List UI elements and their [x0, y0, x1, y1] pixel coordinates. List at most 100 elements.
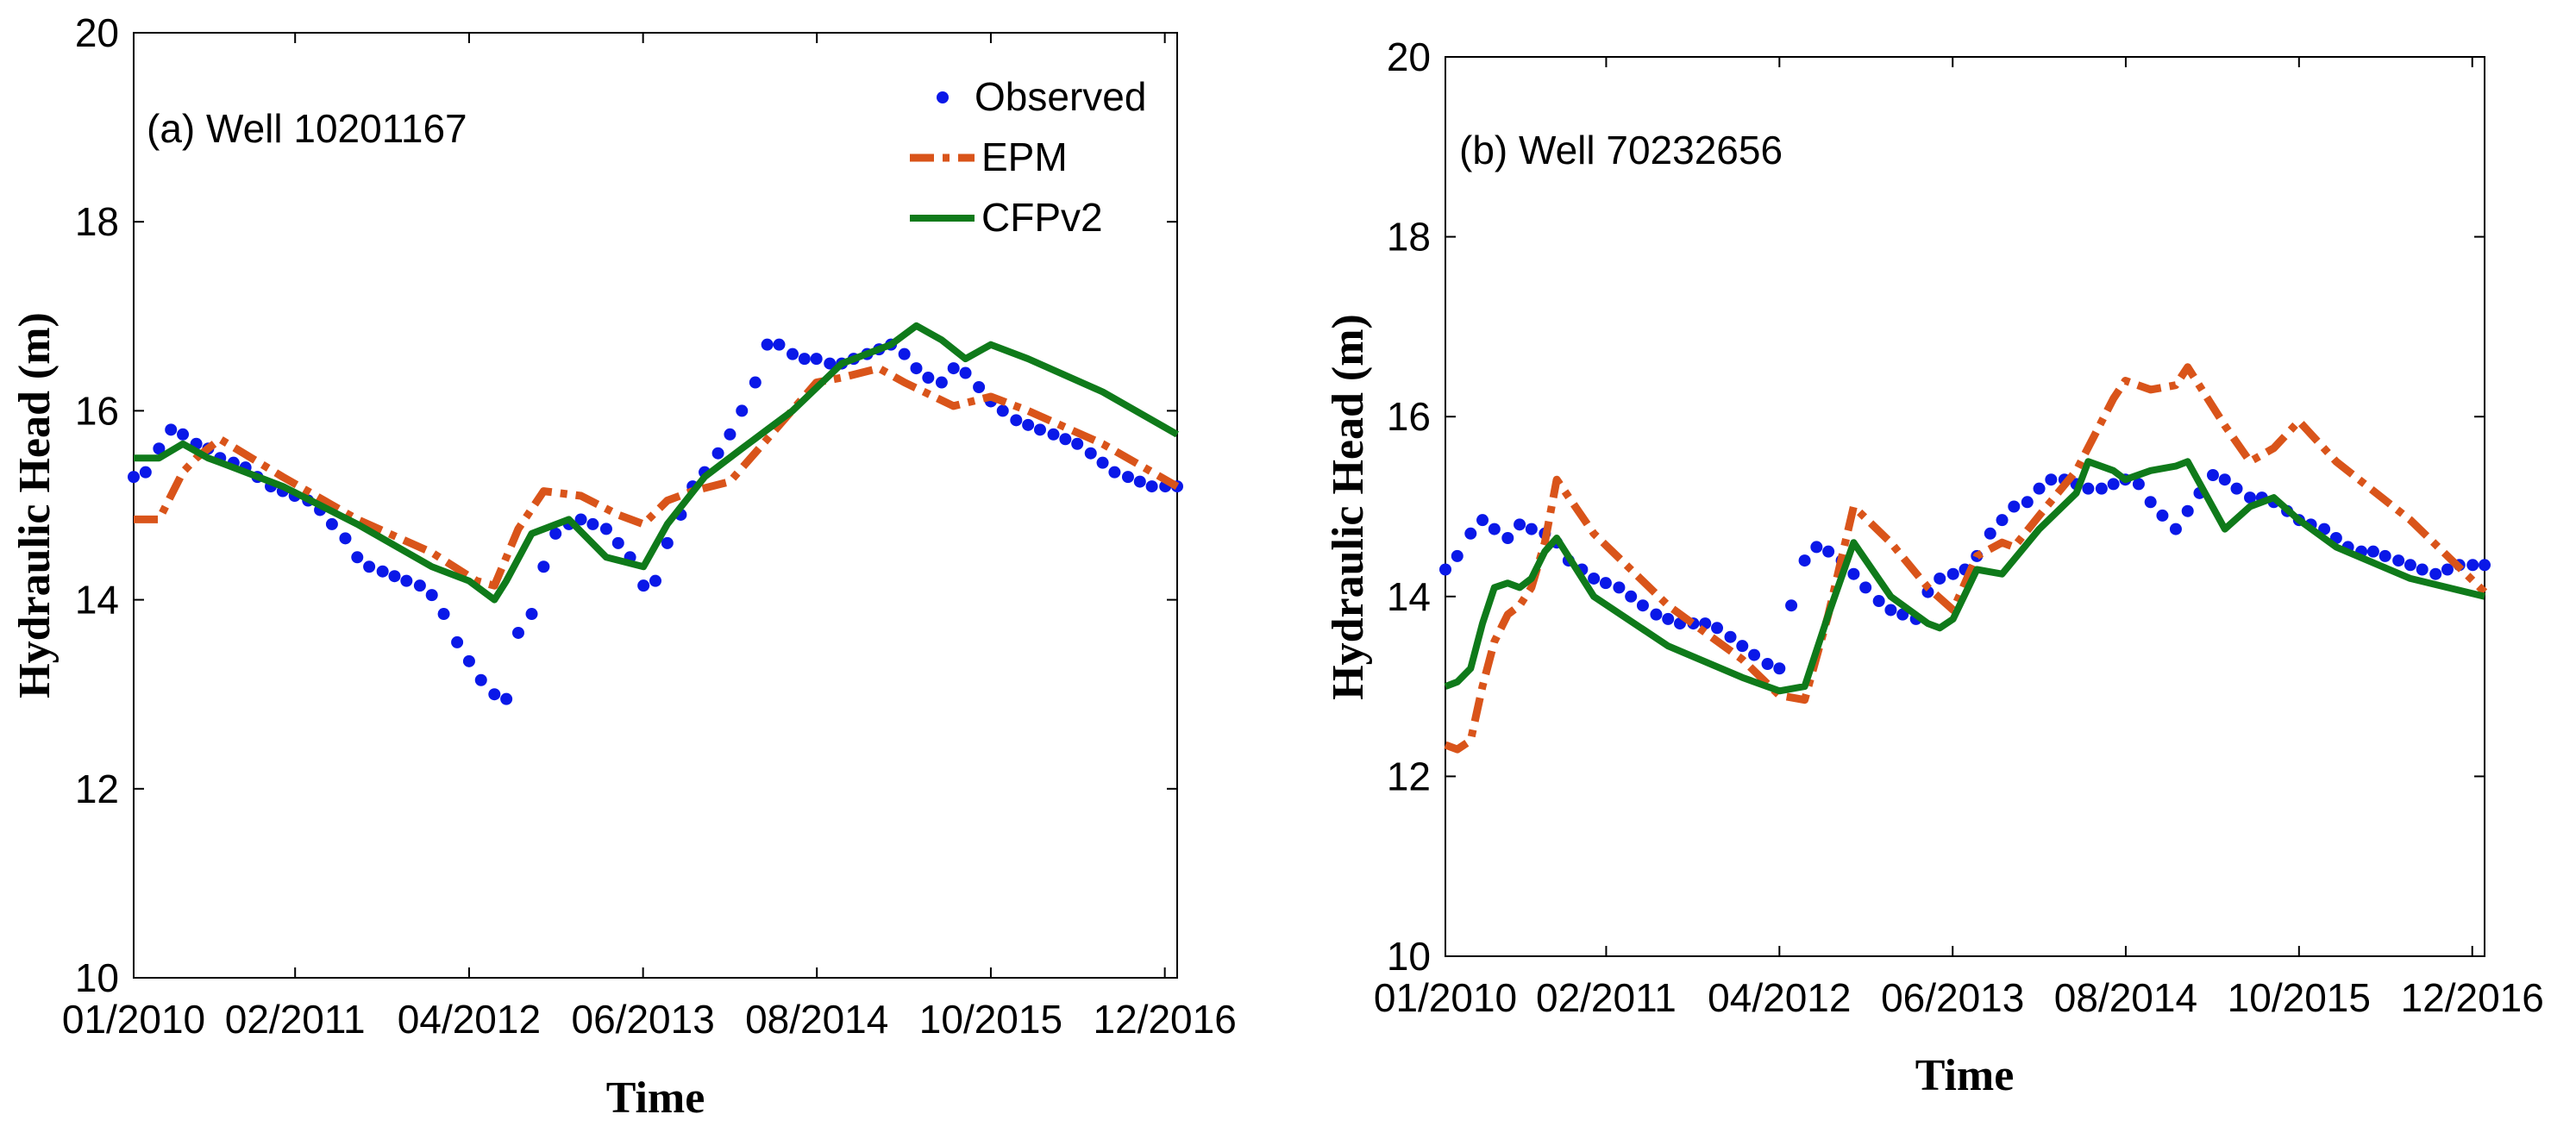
observed-point-b — [2045, 473, 2058, 486]
observed-point-a — [500, 692, 513, 705]
x-tick-label-b: 08/2014 — [2054, 975, 2197, 1020]
observed-point-a — [1133, 475, 1146, 488]
observed-point-a — [1022, 418, 1035, 431]
y-axis-label-a: Hydraulic Head (m) — [10, 312, 60, 698]
observed-point-a — [736, 404, 749, 417]
observed-point-a — [649, 574, 661, 587]
observed-point-b — [1859, 581, 1872, 594]
observed-point-b — [1984, 527, 1996, 540]
y-tick-label-a: 16 — [75, 388, 119, 433]
y-tick-label-b: 20 — [1387, 34, 1431, 79]
observed-point-b — [1636, 599, 1649, 612]
observed-point-a — [973, 381, 986, 393]
observed-point-a — [1096, 456, 1109, 469]
observed-point-b — [1934, 572, 1946, 585]
observed-point-b — [1525, 523, 1538, 535]
y-tick-label-b: 10 — [1387, 934, 1431, 979]
x-tick-label-b: 04/2012 — [1708, 975, 1851, 1020]
observed-point-a — [773, 338, 786, 351]
observed-point-b — [1724, 630, 1737, 643]
observed-point-b — [1810, 541, 1823, 554]
x-tick-label-a: 06/2013 — [572, 997, 715, 1042]
observed-point-a — [574, 513, 587, 526]
observed-point-a — [810, 353, 823, 366]
observed-point-a — [363, 560, 376, 573]
observed-point-a — [1047, 428, 1060, 441]
observed-point-b — [1946, 567, 1959, 580]
x-axis-label-a: Time — [606, 1074, 705, 1123]
observed-point-a — [637, 579, 650, 592]
observed-point-a — [1121, 471, 1134, 484]
panel-b: 10 12 14 16 18 20 01/2010 02/2011 04/2012 06/2013… — [1324, 34, 2544, 1100]
observed-point-b — [2441, 563, 2454, 576]
x-tick-label-b: 02/2011 — [1536, 975, 1677, 1020]
observed-point-a — [586, 517, 599, 530]
x-tick-label-b: 06/2013 — [1881, 975, 2024, 1020]
observed-point-a — [959, 366, 972, 379]
observed-point-a — [910, 362, 923, 375]
observed-point-b — [2416, 563, 2429, 576]
panel-title-a: (a) Well 10201167 — [147, 106, 467, 151]
observed-point-b — [1773, 662, 1786, 675]
observed-point-a — [165, 423, 178, 436]
observed-point-a — [787, 347, 799, 360]
observed-point-a — [824, 357, 837, 370]
cfpv2-series-line-a — [134, 322, 1179, 604]
observed-point-b — [1761, 658, 1774, 671]
observed-point-b — [2021, 496, 2034, 509]
observed-point-b — [1650, 608, 1663, 621]
observed-point-a — [749, 376, 762, 389]
x-tick-label-a: 10/2015 — [919, 997, 1062, 1042]
x-tick-label-a: 01/2010 — [62, 997, 205, 1042]
observed-point-b — [2230, 482, 2243, 495]
observed-point-a — [1033, 423, 1046, 436]
observed-point-b — [2156, 509, 2169, 522]
observed-point-b — [1599, 577, 1612, 590]
x-tick-label-a: 02/2011 — [225, 997, 366, 1042]
observed-point-a — [462, 654, 475, 667]
x-tick-label-b: 01/2010 — [1374, 975, 1517, 1020]
observed-point-a — [1084, 447, 1097, 460]
observed-point-b — [1785, 599, 1798, 612]
observed-point-a — [1071, 437, 1084, 450]
observed-point-a — [351, 551, 364, 564]
x-tick-label-a: 12/2016 — [1094, 997, 1237, 1042]
observed-point-b — [2181, 504, 2194, 517]
observed-point-a — [724, 428, 736, 441]
observed-point-b — [2169, 523, 2182, 535]
observed-point-b — [2082, 482, 2095, 495]
observed-point-a — [549, 527, 562, 540]
observed-point-b — [2479, 559, 2491, 572]
observed-point-b — [1488, 523, 1501, 535]
observed-point-b — [2095, 482, 2108, 495]
observed-point-b — [2033, 482, 2046, 495]
observed-point-a — [128, 471, 140, 484]
observed-point-b — [2429, 567, 2442, 580]
observed-point-a — [177, 428, 190, 441]
x-tick-label-b: 10/2015 — [2228, 975, 2371, 1020]
observed-point-b — [2218, 473, 2231, 486]
observed-point-a — [139, 466, 152, 479]
y-tick-label-a: 10 — [75, 955, 119, 1000]
observed-point-a — [474, 673, 487, 686]
observed-point-b — [2132, 478, 2145, 491]
observed-point-a — [947, 362, 960, 375]
y-axis-label-b: Hydraulic Head (m) — [1324, 314, 1373, 700]
epm-series-line-b — [1444, 363, 2488, 754]
observed-point-a — [1108, 466, 1121, 479]
observed-point-b — [2144, 496, 2157, 509]
observed-point-a — [425, 589, 438, 602]
x-tick-label-b: 12/2016 — [2401, 975, 2544, 1020]
observed-point-b — [1588, 572, 1601, 585]
observed-point-a — [599, 523, 612, 535]
observed-point-a — [376, 565, 389, 578]
observed-point-a — [922, 372, 935, 385]
observed-point-b — [1884, 604, 1897, 617]
observed-point-a — [511, 626, 524, 639]
observed-point-b — [1736, 640, 1749, 653]
y-tick-label-a: 14 — [75, 578, 119, 623]
observed-point-b — [1748, 648, 1761, 661]
observed-point-b — [1501, 532, 1514, 545]
x-tick-label-a: 08/2014 — [745, 997, 888, 1042]
